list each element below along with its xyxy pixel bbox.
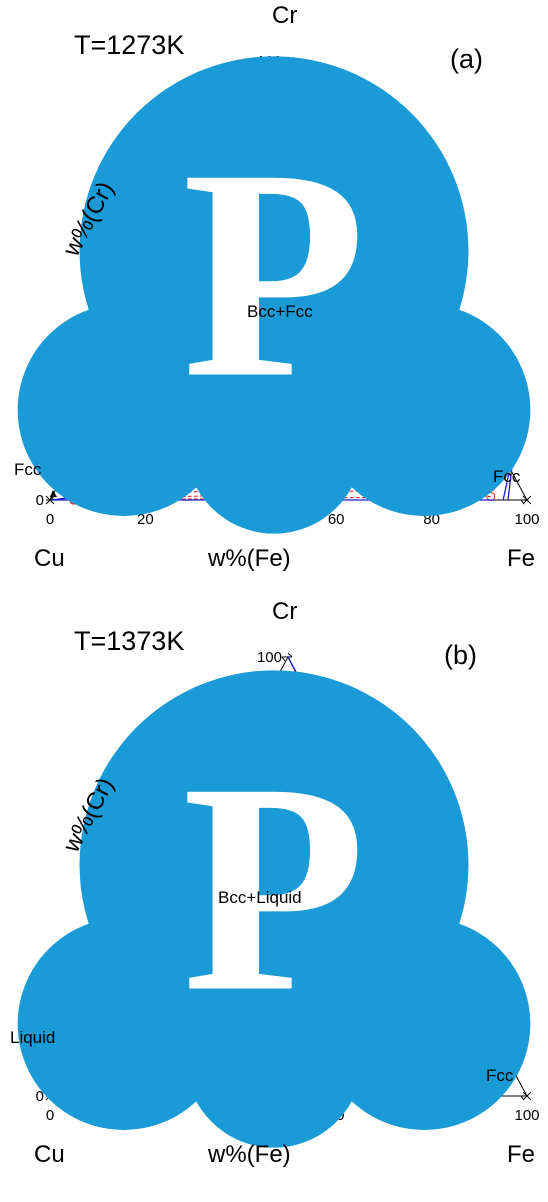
publisher-logo-icon: P [17,56,531,534]
y-tick-label: 100 [257,649,282,666]
publisher-logo-icon: P [17,670,531,1148]
panel-label: (a) [450,44,483,74]
vertex-top-label: Cr [272,598,298,625]
vertex-left-label: Cu [34,1141,65,1168]
region-label-center: Bcc+Liquid [218,888,302,907]
svg-text:P: P [182,108,366,441]
x-tick-label: 100 [514,1107,539,1124]
vertex-top-label: Cr [272,2,298,29]
region-label-right: Fcc [493,467,521,486]
x-tick-label: 0 [46,1107,54,1124]
vertex-left-label: Cu [34,545,65,572]
region-label-left: Liquid [10,1028,56,1047]
x-tick-label: 60 [328,511,345,528]
temperature-label: T=1373K [74,626,185,656]
right-edge-tick [520,499,525,505]
right-edge-tick [281,656,286,662]
region-label-right: Fcc [486,1066,514,1085]
y-tick-label: 0 [36,1088,44,1105]
panel-label: (b) [444,640,477,670]
y-tick-mark [287,652,293,658]
x-tick-label: 100 [514,511,539,528]
panel-b: 020406080100020406080100 P T=1373K (b) C… [0,596,548,1182]
temperature-label: T=1273K [74,30,185,60]
x-axis-title: w%(Fe) [208,1141,291,1168]
svg-text:P: P [182,722,366,1055]
region-label-left: Fcc [14,460,42,479]
vertex-right-label: Fe [507,545,536,572]
right-edge-tick [520,1095,525,1101]
x-tick-label: 0 [46,511,54,528]
region-label-center: Bcc+Fcc [247,302,313,321]
corner-pointer-icon [50,490,57,497]
vertex-right-label: Fe [507,1141,536,1168]
x-axis-title: w%(Fe) [208,545,291,572]
x-tick-label: 20 [137,511,154,528]
y-tick-label: 0 [36,492,44,509]
panel-a: 020406080100020406080100 P T=1273K (a) C… [0,0,548,586]
